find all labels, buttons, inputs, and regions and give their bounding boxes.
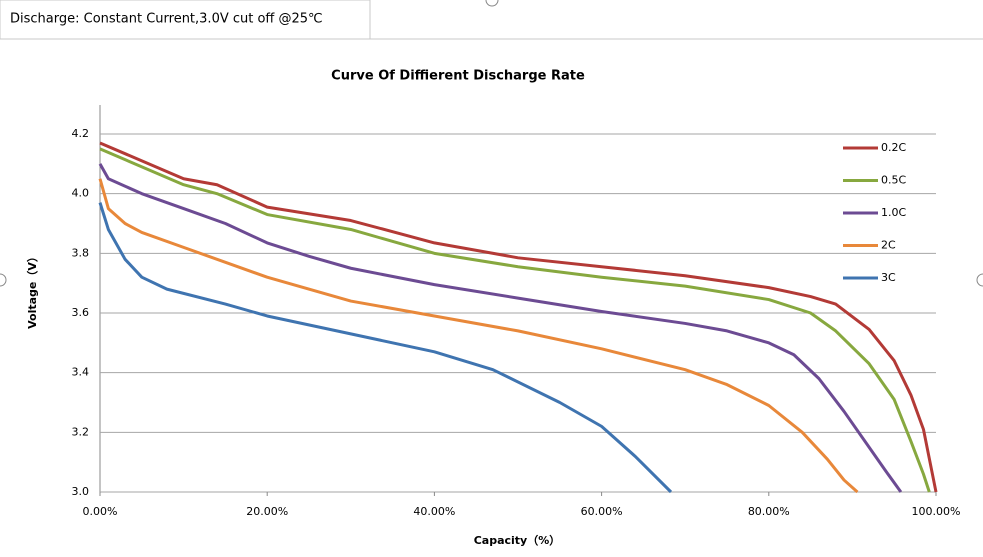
legend-label: 0.5C <box>881 174 906 187</box>
tab[interactable] <box>0 0 371 40</box>
legend-label: 1.0C <box>881 206 906 219</box>
x-tick-label: 20.00% <box>246 505 288 518</box>
handle[interactable] <box>485 0 499 7</box>
y-tick-label: 3.6 <box>72 306 90 319</box>
x-tick-label: 40.00% <box>413 505 455 518</box>
x-tick-label: 100.00% <box>912 505 961 518</box>
series-line <box>98 178 859 494</box>
tab-label: Discharge: Constant Current,3.0V cut off… <box>10 12 323 27</box>
series-line <box>98 163 903 493</box>
legend-label: 2C <box>881 239 896 252</box>
x-tick-label: 0.00% <box>83 505 118 518</box>
legend-label: 3C <box>881 271 896 284</box>
x-tick-label: 80.00% <box>748 505 790 518</box>
legend-label: 0.2C <box>881 141 906 154</box>
y-tick-label: 4.2 <box>72 127 90 140</box>
series-line <box>98 202 673 494</box>
y-tick-label: 3.2 <box>72 425 90 438</box>
series-line <box>99 141 938 493</box>
x-axis-label: Capacity（%） <box>474 534 561 547</box>
handle[interactable] <box>976 273 983 287</box>
handle[interactable] <box>0 273 7 287</box>
chart-title: Curve Of Diffierent Discharge Rate <box>331 69 585 84</box>
series-line <box>99 147 931 493</box>
y-axis-label: Voltage（V） <box>26 251 39 329</box>
y-tick-label: 3.8 <box>72 246 90 259</box>
x-tick-label: 60.00% <box>581 505 623 518</box>
y-tick-label: 4.0 <box>72 187 90 200</box>
y-tick-label: 3.4 <box>72 366 90 379</box>
y-tick-label: 3.0 <box>72 485 90 498</box>
